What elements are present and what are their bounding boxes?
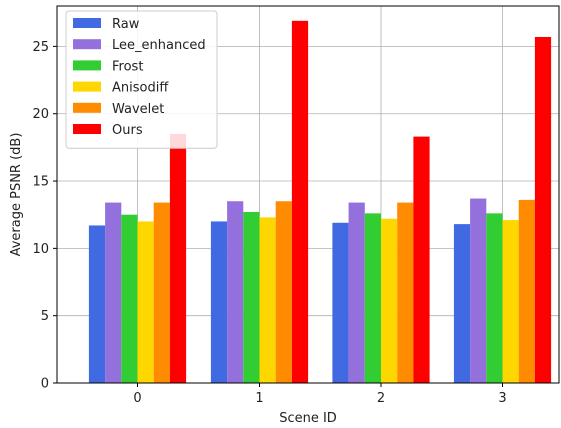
axis-ticks: 0 5 10 15 20 25 0 1 2 3 (32, 40, 506, 406)
bar-wavelet-scene-1 (275, 201, 292, 383)
bar-anisodiff-scene-1 (259, 217, 276, 383)
legend-label: Ours (112, 123, 143, 138)
bar-lee-enhanced-scene-0 (105, 202, 122, 383)
bar-wavelet-scene-3 (518, 199, 535, 383)
bar-frost-scene-2 (364, 213, 381, 383)
x-axis-label: Scene ID (279, 411, 337, 426)
bar-lee-enhanced-scene-3 (470, 198, 487, 383)
bar-ours-scene-3 (534, 36, 552, 383)
bar-anisodiff-scene-3 (502, 220, 519, 383)
bar-frost-scene-3 (486, 213, 503, 383)
bar-ours-scene-1 (291, 20, 309, 383)
legend: Raw Lee_enhanced Frost Anisodiff Wavelet Ours (65, 10, 218, 149)
bar-frost-scene-0 (121, 214, 138, 383)
y-tick-label: 10 (32, 242, 49, 257)
bar-raw-scene-3 (453, 224, 471, 383)
bar-anisodiff-scene-0 (137, 221, 154, 383)
bar-wavelet-scene-0 (153, 202, 170, 383)
legend-box (65, 10, 218, 149)
legend-label: Anisodiff (112, 81, 169, 96)
legend-swatch (73, 102, 101, 113)
legend-swatch (73, 81, 101, 92)
x-tick-label: 2 (377, 391, 385, 406)
legend-swatch (73, 18, 101, 28)
x-tick-label: 3 (498, 391, 506, 406)
legend-label: Wavelet (112, 102, 164, 117)
bar-lee-enhanced-scene-1 (227, 201, 244, 383)
bar-wavelet-scene-2 (397, 202, 414, 383)
bar-raw-scene-2 (332, 222, 349, 383)
bars (88, 20, 552, 383)
legend-swatch (73, 60, 101, 71)
legend-swatch (73, 124, 101, 134)
legend-label: Lee_enhanced (112, 38, 206, 53)
x-tick-label: 1 (255, 391, 263, 406)
legend-swatch (73, 39, 101, 50)
x-tick-label: 0 (133, 391, 141, 406)
y-tick-label: 5 (41, 309, 49, 324)
legend-label: Frost (112, 59, 143, 74)
bar-ours-scene-0 (169, 133, 187, 383)
y-tick-label: 20 (32, 107, 49, 122)
y-tick-label: 0 (41, 377, 49, 392)
y-tick-label: 25 (32, 40, 49, 55)
bar-frost-scene-1 (243, 212, 260, 383)
bar-raw-scene-0 (88, 225, 106, 383)
bar-ours-scene-2 (413, 136, 430, 383)
plot-frame (56, 5, 560, 384)
y-axis-label: Average PSNR (dB) (9, 133, 24, 257)
bar-raw-scene-1 (210, 221, 228, 383)
legend-label: Raw (112, 17, 140, 32)
y-tick-label: 15 (32, 175, 49, 190)
bar-anisodiff-scene-2 (381, 218, 398, 383)
bar-lee-enhanced-scene-2 (348, 202, 365, 383)
